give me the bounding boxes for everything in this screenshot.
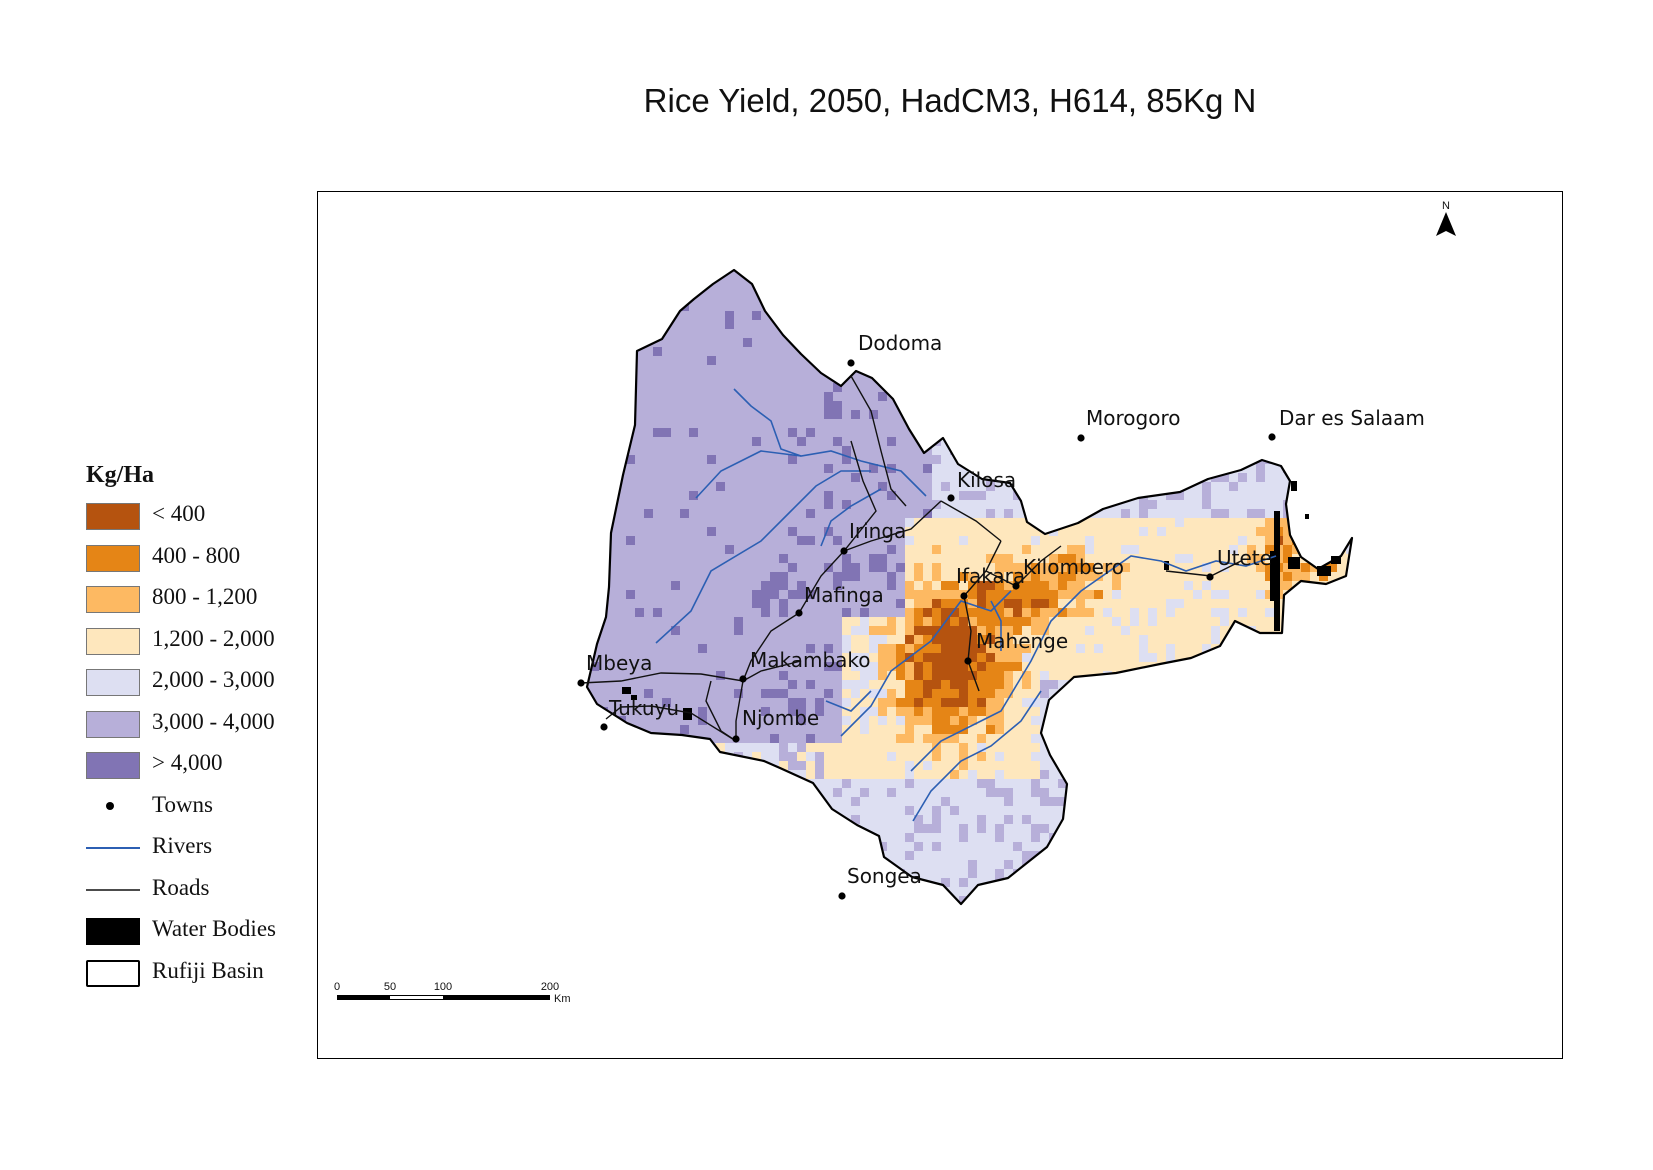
road-line-icon (86, 888, 140, 891)
town-label-iringa: Iringa (849, 519, 906, 543)
legend-swatch (86, 544, 140, 572)
legend-classes: < 400 400 - 800 800 - 1,200 1,200 - 2,00… (86, 499, 275, 790)
scale-unit: Km (554, 993, 571, 1005)
legend-item-rivers: Rivers (86, 831, 212, 873)
legend-swatch (86, 752, 140, 779)
legend-label: Water Bodies (152, 916, 276, 941)
town-dot-ifakara (960, 592, 968, 600)
legend-item-lt-400: < 400 (86, 499, 205, 541)
town-dot-njombe (732, 735, 740, 743)
scale-bar-outer (337, 995, 550, 1000)
legend-title: Kg/Ha (86, 462, 155, 488)
scale-bar: 0 50 100 200 Km (334, 981, 571, 1005)
legend-label: > 4,000 (152, 750, 223, 775)
scale-tick-100: 100 (434, 981, 452, 993)
town-label-utete: Utete (1217, 546, 1272, 570)
legend-item-1200-2000: 1,200 - 2,000 (86, 624, 275, 666)
legend-item-basin: Rufiji Basin (86, 956, 264, 998)
town-label-morogoro: Morogoro (1086, 406, 1180, 430)
town-label-dar-es-salaam: Dar es Salaam (1279, 406, 1425, 430)
legend-swatch (86, 586, 140, 613)
legend-item-water: Water Bodies (86, 914, 276, 956)
north-arrow: N (1436, 200, 1456, 236)
legend-label: 800 - 1,200 (152, 584, 258, 609)
map-legend: Kg/Ha < 400 400 - 800 800 - 1,200 1,200 … (86, 462, 276, 998)
basin-outline-swatch (86, 959, 140, 987)
rice-yield-raster (587, 270, 1352, 904)
town-dot-tukuyu (600, 723, 608, 731)
river-line-icon (86, 847, 140, 849)
rivers-layer (655, 388, 1277, 822)
town-label-kilosa: Kilosa (957, 468, 1016, 492)
town-dot-mbeya (577, 679, 585, 687)
legend-swatch (86, 627, 140, 655)
town-label-njombe: Njombe (742, 706, 819, 730)
legend-label: < 400 (152, 501, 206, 526)
town-label-mafinga: Mafinga (804, 583, 884, 607)
town-dot-mafinga (795, 609, 803, 617)
town-label-makambako: Makambako (750, 648, 871, 672)
town-dot-morogoro (1077, 434, 1085, 442)
legend-label: 2,000 - 3,000 (152, 667, 275, 692)
scale-tick-200: 200 (541, 981, 559, 993)
north-arrow-icon (1436, 212, 1456, 236)
legend-label: 400 - 800 (152, 542, 241, 568)
town-dot-mahenge (964, 657, 972, 665)
town-dot-dar-es-salaam (1268, 433, 1276, 441)
town-label-kilombero: Kilombero (1023, 555, 1124, 579)
town-label-mahenge: Mahenge (976, 629, 1068, 653)
town-dot-kilombero (1012, 582, 1020, 590)
town-label-dodoma: Dodoma (858, 331, 942, 355)
town-dot-kilosa (947, 494, 955, 502)
town-label-ifakara: Ifakara (956, 564, 1025, 588)
legend-item-roads: Roads (86, 873, 210, 915)
legend-label: Towns (152, 791, 214, 817)
rufiji-basin-outline (585, 268, 1354, 906)
town-label-mbeya: Mbeya (586, 651, 652, 675)
legend-swatch (86, 710, 140, 738)
legend-item-3000-4000: 3,000 - 4,000 (86, 707, 275, 749)
town-label-songea: Songea (847, 864, 922, 888)
town-dot-iringa (840, 547, 848, 555)
north-label: N (1442, 200, 1450, 212)
legend-label: 3,000 - 4,000 (152, 708, 275, 734)
legend-item-800-1200: 800 - 1,200 (86, 582, 257, 624)
map-title: Rice Yield, 2050, HadCM3, H614, 85Kg N (643, 82, 1257, 119)
legend-swatch (86, 669, 140, 696)
map-frame: Dodoma Morogoro Dar es Salaam Kilosa Iringa U… (317, 191, 1563, 1059)
legend-swatch (86, 503, 140, 530)
town-dot-icon (106, 801, 114, 810)
legend-item-400-800: 400 - 800 (86, 541, 240, 583)
legend-label: Rivers (152, 833, 213, 858)
town-dot-dodoma (847, 359, 855, 367)
town-dot-utete (1206, 573, 1214, 581)
legend-label: Roads (152, 874, 210, 900)
towns-layer: Dodoma Morogoro Dar es Salaam Kilosa Iringa U… (577, 331, 1425, 900)
scale-tick-0: 0 (334, 981, 340, 993)
legend-label: 1,200 - 2,000 (152, 625, 275, 651)
legend-item-2000-3000: 2,000 - 3,000 (86, 665, 275, 707)
town-dot-songea (838, 892, 846, 900)
legend-item-towns: Towns (86, 790, 213, 832)
legend-label: Rufiji Basin (152, 957, 264, 983)
scale-bar-segment (390, 996, 443, 999)
town-label-tukuyu: Tukuyu (608, 696, 679, 720)
scale-tick-50: 50 (384, 981, 396, 993)
roads-layer (580, 375, 1242, 742)
town-dot-makambako (739, 675, 747, 683)
water-body-swatch (86, 918, 140, 945)
map-canvas[interactable]: Dodoma Morogoro Dar es Salaam Kilosa Iringa U… (318, 192, 1562, 1058)
legend-item-gt-4000: > 4,000 (86, 748, 222, 790)
